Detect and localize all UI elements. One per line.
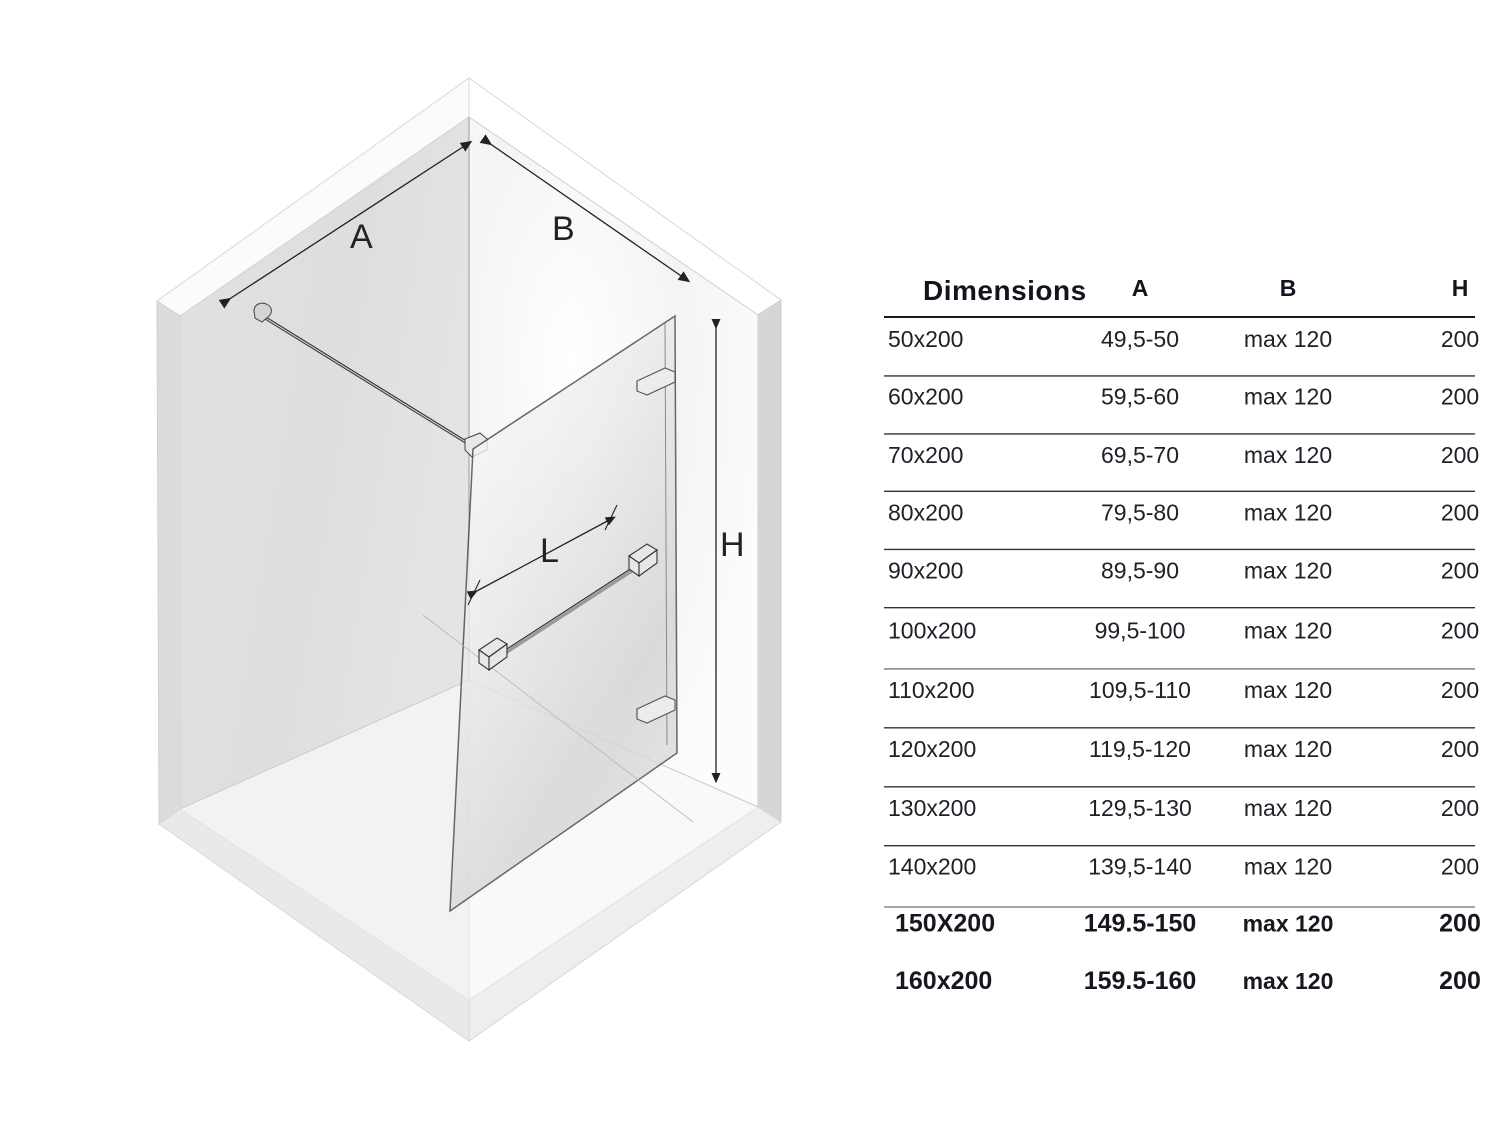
- svg-text:B: B: [552, 210, 575, 248]
- svg-text:69,5-70: 69,5-70: [1101, 442, 1179, 468]
- svg-text:200: 200: [1441, 677, 1479, 703]
- svg-text:200: 200: [1441, 736, 1479, 762]
- svg-text:200: 200: [1441, 618, 1479, 644]
- svg-text:Dimensions: Dimensions: [923, 275, 1087, 306]
- svg-text:120x200: 120x200: [888, 736, 976, 762]
- svg-text:200: 200: [1441, 500, 1479, 526]
- svg-text:90x200: 90x200: [888, 558, 963, 584]
- svg-text:B: B: [1280, 275, 1297, 301]
- svg-text:max 120: max 120: [1244, 442, 1332, 468]
- svg-text:200: 200: [1441, 326, 1479, 352]
- svg-text:159.5-160: 159.5-160: [1084, 967, 1197, 995]
- svg-text:140x200: 140x200: [888, 854, 976, 880]
- svg-text:160x200: 160x200: [895, 967, 992, 995]
- svg-text:110x200: 110x200: [888, 677, 975, 703]
- svg-text:200: 200: [1439, 910, 1481, 938]
- svg-text:H: H: [1452, 275, 1469, 301]
- svg-text:max 120: max 120: [1244, 500, 1332, 526]
- svg-text:49,5-50: 49,5-50: [1101, 326, 1179, 352]
- svg-text:200: 200: [1439, 967, 1481, 995]
- svg-text:A: A: [1132, 275, 1149, 301]
- svg-text:max 120: max 120: [1243, 911, 1334, 937]
- svg-text:max 120: max 120: [1244, 736, 1332, 762]
- svg-text:60x200: 60x200: [888, 384, 963, 410]
- svg-text:L: L: [540, 532, 559, 570]
- svg-text:max 120: max 120: [1244, 618, 1332, 644]
- svg-text:A: A: [350, 218, 373, 256]
- svg-text:130x200: 130x200: [888, 795, 976, 821]
- svg-text:150X200: 150X200: [895, 910, 995, 938]
- svg-text:200: 200: [1441, 795, 1479, 821]
- svg-text:100x200: 100x200: [888, 618, 976, 644]
- svg-text:max 120: max 120: [1244, 558, 1332, 584]
- svg-text:109,5-110: 109,5-110: [1089, 677, 1191, 703]
- svg-text:max 120: max 120: [1244, 854, 1332, 880]
- svg-text:200: 200: [1441, 558, 1479, 584]
- svg-text:max 120: max 120: [1243, 968, 1334, 994]
- svg-text:max 120: max 120: [1244, 795, 1332, 821]
- svg-text:max 120: max 120: [1244, 326, 1332, 352]
- svg-text:max 120: max 120: [1244, 677, 1332, 703]
- svg-text:80x200: 80x200: [888, 500, 963, 526]
- svg-text:200: 200: [1441, 442, 1479, 468]
- svg-text:79,5-80: 79,5-80: [1101, 500, 1179, 526]
- svg-text:200: 200: [1441, 384, 1479, 410]
- svg-text:119,5-120: 119,5-120: [1089, 736, 1191, 762]
- svg-text:139,5-140: 139,5-140: [1088, 854, 1192, 880]
- svg-text:H: H: [720, 526, 745, 564]
- svg-text:89,5-90: 89,5-90: [1101, 558, 1179, 584]
- svg-text:99,5-100: 99,5-100: [1095, 618, 1186, 644]
- svg-text:149.5-150: 149.5-150: [1084, 910, 1197, 938]
- svg-text:max 120: max 120: [1244, 384, 1332, 410]
- svg-text:200: 200: [1441, 854, 1479, 880]
- svg-text:70x200: 70x200: [888, 442, 963, 468]
- svg-text:59,5-60: 59,5-60: [1101, 384, 1179, 410]
- svg-text:129,5-130: 129,5-130: [1088, 795, 1192, 821]
- svg-text:50x200: 50x200: [888, 326, 963, 352]
